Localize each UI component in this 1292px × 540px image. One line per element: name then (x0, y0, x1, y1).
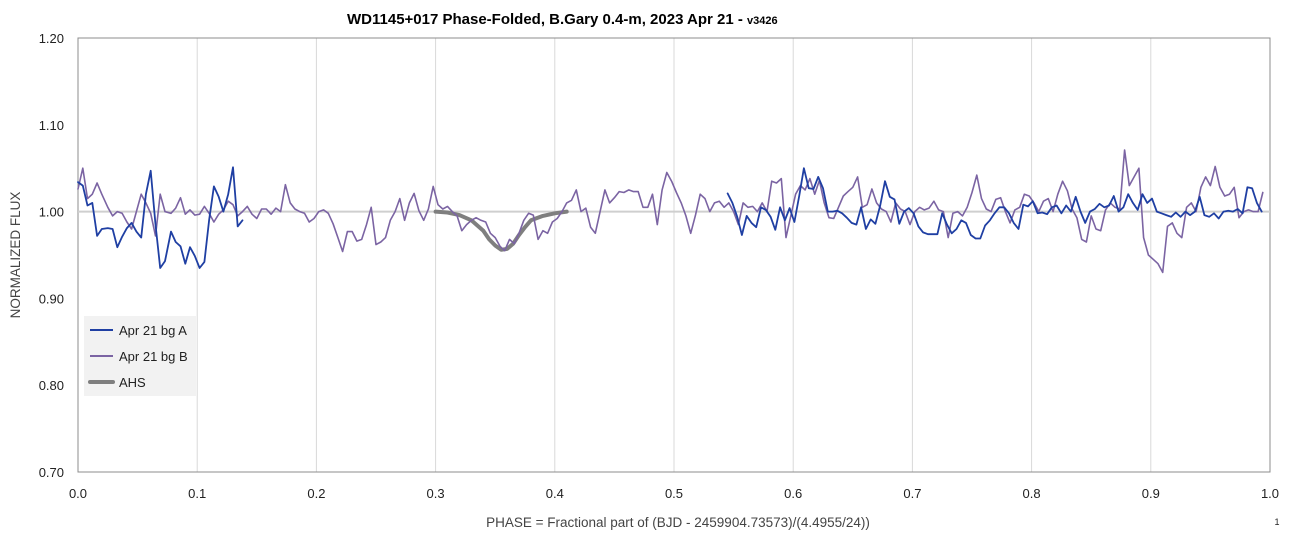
y-tick-label: 1.20 (39, 31, 64, 46)
series-layer (77, 149, 1264, 274)
y-tick-label: 0.90 (39, 291, 64, 306)
x-tick-label: 0.2 (307, 486, 325, 501)
x-tick-label: 0.1 (188, 486, 206, 501)
y-tick-label: 0.80 (39, 378, 64, 393)
x-axis-ticks: 0.0 0.1 0.2 0.3 0.4 0.5 0.6 0.7 0.8 0.9 1.0 (69, 486, 1279, 501)
legend-label-bg-a: Apr 21 bg A (119, 323, 187, 338)
y-axis-label: NORMALIZED FLUX (8, 192, 23, 319)
plot-grid (196, 38, 1152, 472)
x-tick-label: 0.3 (427, 486, 445, 501)
y-tick-label: 1.00 (39, 205, 64, 220)
x-tick-label: 0.9 (1142, 486, 1160, 501)
series-line-ahs (433, 209, 569, 252)
legend: Apr 21 bg A Apr 21 bg B AHS (84, 316, 196, 396)
series-line-bg-a (77, 166, 244, 269)
x-tick-label: 0.5 (665, 486, 683, 501)
chart-title: WD1145+017 Phase-Folded, B.Gary 0.4-m, 2… (347, 11, 778, 28)
plot-area-border (77, 37, 1271, 473)
legend-label-bg-b: Apr 21 bg B (119, 349, 188, 364)
x-tick-label: 0.0 (69, 486, 87, 501)
y-axis-ticks: 0.70 0.80 0.90 1.00 1.10 1.20 (39, 31, 64, 480)
x-axis-label: PHASE = Fractional part of (BJD - 245990… (486, 515, 870, 530)
legend-label-ahs: AHS (119, 375, 146, 390)
x-tick-label: 0.8 (1023, 486, 1041, 501)
x-tick-label: 0.7 (903, 486, 921, 501)
x-tick-label: 0.4 (546, 486, 564, 501)
chart-title-main: WD1145+017 Phase-Folded, B.Gary 0.4-m, 2… (347, 11, 747, 28)
y-tick-label: 0.70 (39, 465, 64, 480)
series-line-bg-b (77, 149, 1264, 274)
y-tick-label: 1.10 (39, 118, 64, 133)
x-tick-label: 0.6 (784, 486, 802, 501)
x-tick-label: 1.0 (1261, 486, 1279, 501)
page-number: 1 (1274, 517, 1279, 527)
chart-title-version: v3426 (747, 15, 778, 27)
series-line-bg-a (726, 167, 1263, 240)
